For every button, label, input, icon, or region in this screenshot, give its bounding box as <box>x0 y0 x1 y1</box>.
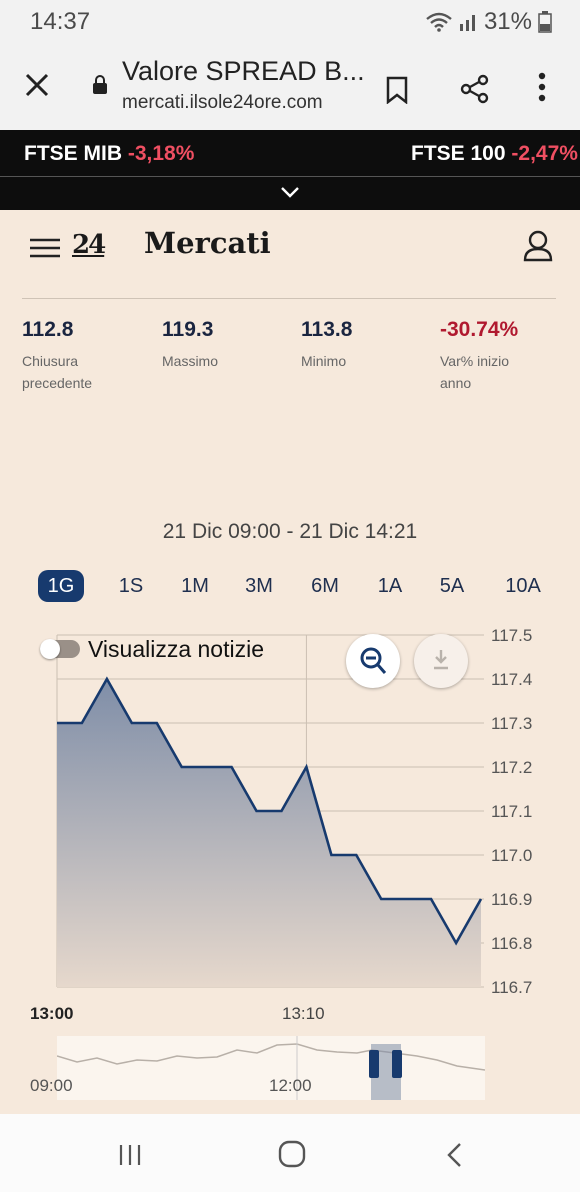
page-title[interactable]: Valore SPREAD B... <box>122 56 365 86</box>
stat-value-prev-close: 112.8 <box>22 318 74 341</box>
x-tick-label: 13:00 <box>30 1004 74 1023</box>
chart-navigator[interactable]: 09:00 12:00 <box>30 1036 485 1100</box>
navigator-label: 12:00 <box>269 1076 312 1095</box>
back-icon[interactable] <box>446 1142 462 1168</box>
tab-range-1s[interactable]: 1S <box>118 575 144 597</box>
news-toggle-label: Visualizza notizie <box>88 636 265 662</box>
more-icon[interactable] <box>538 72 546 102</box>
y-tick-label: 116.8 <box>491 934 532 953</box>
battery-icon <box>538 11 552 33</box>
site-logo[interactable]: 24 <box>72 230 106 260</box>
recent-apps-icon[interactable] <box>118 1144 142 1166</box>
download-icon <box>434 650 448 670</box>
user-icon[interactable] <box>523 230 553 262</box>
ticker-item-ftse-mib[interactable]: FTSE MIB -3,18% <box>24 142 195 165</box>
bookmark-icon[interactable] <box>386 76 408 104</box>
market-ticker: FTSE MIB -3,18% FTSE 100 -2,47% <box>0 130 580 176</box>
tab-range-5a[interactable]: 5A <box>439 575 465 597</box>
zoom-out-icon <box>360 647 387 674</box>
y-tick-label: 116.7 <box>491 978 532 997</box>
section-title[interactable]: Mercati <box>144 226 271 260</box>
chevron-down-icon <box>281 187 299 198</box>
tab-range-1a[interactable]: 1A <box>377 575 403 597</box>
stat-label-min: Minimo <box>301 353 347 369</box>
site-header: 24 Mercati <box>0 210 580 282</box>
date-range: 21 Dic 09:00 - 21 Dic 14:21 <box>162 520 418 543</box>
status-bar: 14:37 31% <box>0 0 580 44</box>
news-toggle[interactable] <box>40 639 80 659</box>
y-tick-label: 117.1 <box>491 802 532 821</box>
stat-label-prev-close: Chiusura precedente <box>22 353 93 391</box>
battery-percent: 31% <box>483 8 532 35</box>
stat-label-ytd: Var% inizio anno <box>440 353 509 391</box>
chart-line <box>57 676 483 946</box>
chart-area <box>57 679 481 987</box>
stat-value-min: 113.8 <box>301 318 353 341</box>
tab-range-1g[interactable]: 1G <box>38 570 84 602</box>
browser-toolbar: Valore SPREAD B... mercati.ilsole24ore.c… <box>0 44 580 130</box>
wifi-icon <box>426 12 452 32</box>
y-tick-label: 117.3 <box>491 714 532 733</box>
navigator-handle-left[interactable] <box>369 1050 379 1078</box>
tab-range-1m[interactable]: 1M <box>181 575 209 597</box>
tab-range-6m[interactable]: 6M <box>311 575 339 597</box>
ticker-item-ftse-100[interactable]: FTSE 100 -2,47% <box>411 142 578 165</box>
price-chart[interactable]: 117.5 117.4 117.3 117.2 117.1 117.0 116.9 116.8… <box>0 620 580 1040</box>
page-url[interactable]: mercati.ilsole24ore.com <box>122 92 323 113</box>
navigator-label: 09:00 <box>30 1076 73 1095</box>
stat-label-max: Massimo <box>162 353 219 369</box>
home-icon[interactable] <box>278 1140 306 1168</box>
stat-value-ytd: -30.74% <box>440 318 519 341</box>
lock-icon <box>93 75 107 94</box>
share-icon[interactable] <box>460 74 490 104</box>
signal-icon <box>459 15 475 31</box>
download-button[interactable] <box>414 634 468 688</box>
tab-range-10a[interactable]: 10A <box>505 575 541 597</box>
ticker-expand-button[interactable] <box>0 176 580 211</box>
y-tick-label: 117.2 <box>491 758 532 777</box>
status-icons: 31% <box>426 8 552 36</box>
y-tick-label: 117.5 <box>491 626 532 645</box>
system-navigation-bar <box>0 1114 580 1192</box>
y-tick-label: 117.4 <box>491 670 532 689</box>
tab-range-3m[interactable]: 3M <box>245 575 273 597</box>
hamburger-menu-icon[interactable] <box>30 238 60 258</box>
y-tick-label: 116.9 <box>491 890 532 909</box>
close-icon[interactable] <box>24 72 50 98</box>
zoom-out-button[interactable] <box>346 634 400 688</box>
x-tick-label: 13:10 <box>282 1004 325 1023</box>
divider <box>22 298 556 299</box>
navigator-handle-right[interactable] <box>392 1050 402 1078</box>
status-time: 14:37 <box>30 8 91 35</box>
y-tick-label: 117.0 <box>491 846 532 865</box>
stat-value-max: 119.3 <box>162 318 214 341</box>
